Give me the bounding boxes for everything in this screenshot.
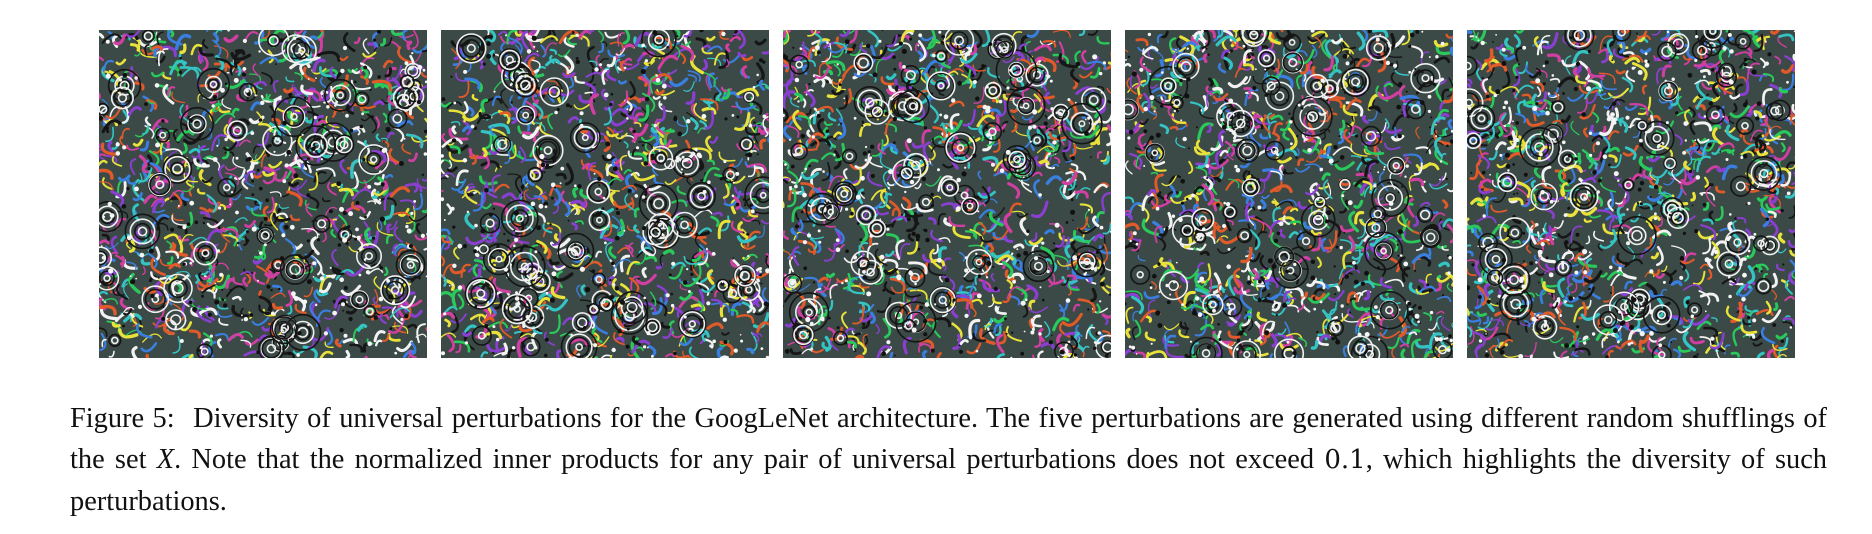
perturbation-image-3 [783, 30, 1111, 358]
perturbation-image-2 [441, 30, 769, 358]
figure-label: Figure 5: [70, 403, 175, 434]
caption-text-2: . Note that the normalized inner product… [174, 444, 1325, 475]
perturbation-image-1 [99, 30, 427, 358]
set-symbol: X [156, 444, 175, 475]
figure-images [99, 30, 1795, 358]
perturbation-image-5 [1467, 30, 1795, 358]
caption-text-3: , which highlights the diversity of such… [70, 444, 1828, 517]
figure-caption: Figure 5: Diversity of universal perturb… [70, 398, 1827, 522]
threshold-value: 0.1 [1324, 445, 1366, 475]
perturbation-image-4 [1125, 30, 1453, 358]
caption-text-1: Diversity of universal perturbations for… [70, 403, 1827, 475]
